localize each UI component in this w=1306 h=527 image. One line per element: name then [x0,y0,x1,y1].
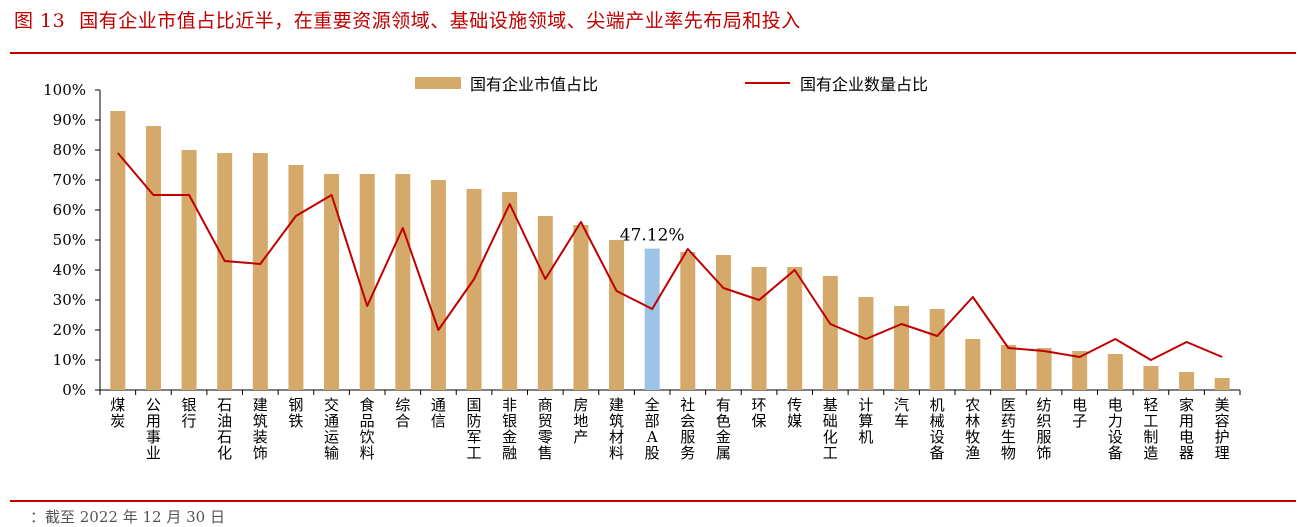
legend-label: 国有企业市值占比 [470,75,598,94]
x-tick-label: 全部 A 股 [645,396,660,462]
bar [1072,351,1088,390]
bar [1143,366,1159,390]
x-tick-label: 房地产 [573,396,588,446]
footer-divider [10,500,1296,502]
bar [466,189,482,390]
x-tick-label: 煤炭 [110,396,125,430]
x-tick-label: 美容护理 [1215,396,1230,462]
figure-title-text: 国有企业市值占比近半，在重要资源领域、基础设施领域、尖端产业率先布局和投入 [79,10,801,32]
bar [1000,345,1016,390]
x-tick-label: 计算机 [858,396,873,446]
bar [894,306,910,390]
y-tick-label: 0% [62,381,86,399]
x-tick-label: 环保 [752,396,767,430]
y-tick-label: 10% [53,351,86,369]
bar [502,192,518,390]
x-tick-label: 食品饮料 [360,396,375,462]
x-tick-label: 纺织服饰 [1037,396,1052,462]
x-tick-label: 国防军工 [467,396,482,462]
bar [395,174,411,390]
bar [644,248,660,390]
bar [288,165,304,390]
bar [217,153,233,390]
y-tick-label: 70% [53,171,86,189]
bar [430,180,446,390]
figure-number: 图 13 [14,10,66,32]
x-tick-label: 医药生物 [1001,396,1016,462]
bar [110,111,126,390]
x-tick-label: 建筑装饰 [253,396,268,462]
x-tick-label: 社会服务 [680,396,695,462]
source-note: ：截至 2022 年 12 月 30 日 [30,508,225,526]
x-tick-label: 农林牧渔 [965,396,980,462]
x-tick-label: 石油石化 [217,396,232,462]
bar [324,174,340,390]
bar [537,216,553,390]
x-tick-label: 银行 [182,396,197,430]
bar [787,267,803,390]
bar [145,126,161,390]
y-tick-label: 40% [53,261,86,279]
bar [609,240,625,390]
bar [1036,348,1052,390]
x-tick-label: 通信 [431,396,446,430]
legend-swatch-bar [415,77,461,89]
y-tick-label: 50% [53,231,86,249]
title-divider [10,52,1296,54]
x-tick-label: 机械设备 [930,396,945,462]
line-series [117,152,1223,361]
data-label: 47.12% [620,226,685,246]
x-tick-label: 家用电器 [1179,396,1194,462]
bar [680,252,696,390]
x-tick-label: 轻工制造 [1143,396,1158,462]
x-tick-label: 电子 [1072,396,1087,430]
bar [181,150,197,390]
y-tick-label: 100% [43,81,86,99]
y-tick-label: 30% [53,291,86,309]
x-tick-label: 汽车 [894,396,909,430]
chart: 0% 10% 20% 30% 40% 50% 60% 70% 80% 90% 100% 47.12% 煤… [43,75,1241,462]
x-tick-label: 商贸零售 [538,396,553,462]
bar [359,174,375,390]
bar [715,255,731,390]
x-tick-label: 传媒 [787,396,802,430]
figure-title: 图 13 国有企业市值占比近半，在重要资源领域、基础设施领域、尖端产业率先布局和投… [14,6,801,33]
y-tick-label: 20% [53,321,86,339]
bar [1179,372,1195,390]
x-tick-label: 钢铁 [288,396,303,430]
y-tick-label: 60% [53,201,86,219]
bar [573,225,589,390]
bar [1107,354,1123,390]
bar [751,267,767,390]
x-tick-label: 非银金融 [502,396,517,462]
x-tick-label: 公用事业 [146,396,161,462]
y-tick-label: 80% [53,141,86,159]
x-tick-label: 有色金属 [716,396,731,462]
bar [252,153,268,390]
bar [822,276,838,390]
x-tick-label: 交通运输 [324,396,339,462]
y-tick-label: 90% [53,111,86,129]
x-tick-label: 基础化工 [823,396,838,462]
bar [965,339,981,390]
bar [858,297,874,390]
x-tick-label: 电力设备 [1108,396,1123,462]
legend-label: 国有企业数量占比 [800,75,928,94]
bar [1214,378,1230,390]
bar [929,309,945,390]
x-tick-label: 综合 [395,396,410,430]
x-tick-label: 建筑材料 [609,396,624,462]
